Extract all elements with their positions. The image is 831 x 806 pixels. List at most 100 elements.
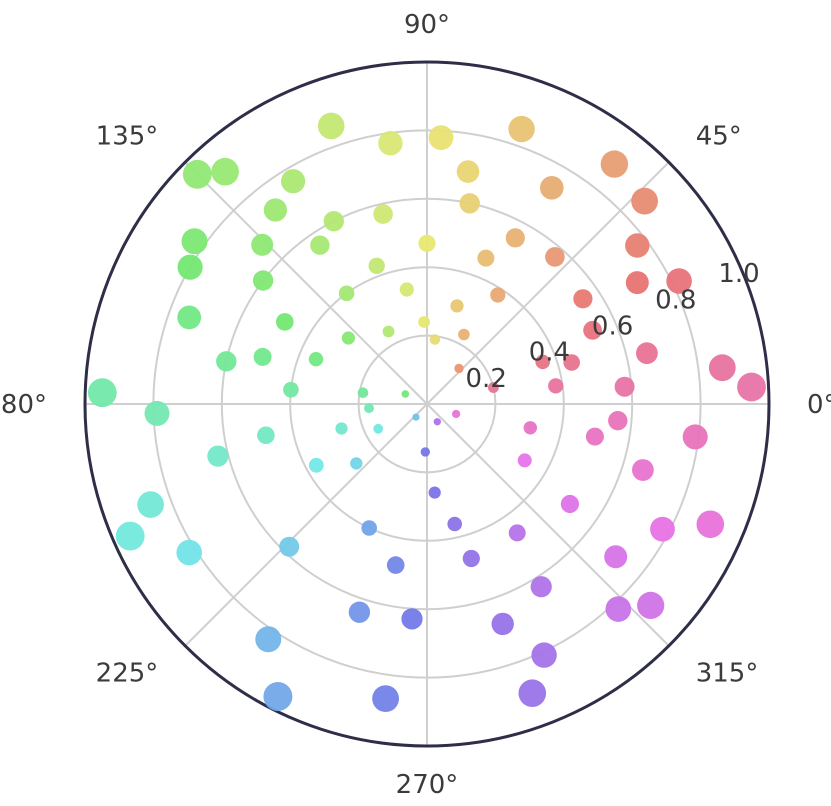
data-point [563,354,580,371]
data-point [531,642,557,668]
data-point [682,424,708,450]
polar-grid [83,60,771,748]
data-point [137,491,164,518]
data-point [447,516,463,532]
data-point [614,376,635,397]
data-point [428,125,454,150]
data-point [517,453,532,468]
data-point [412,413,420,421]
data-point [263,682,293,711]
data-point [207,445,229,467]
data-point [632,459,654,481]
data-point [382,325,395,338]
data-point [508,115,535,143]
radial-tick-label: 1.0 [718,259,759,289]
data-point [458,328,470,341]
data-point [608,411,628,431]
data-point [605,596,632,622]
data-point [696,510,725,539]
data-point [454,363,464,374]
data-point [490,287,506,303]
data-point [650,516,675,542]
data-point [540,176,564,200]
data-point [378,131,403,156]
data-point [477,249,495,267]
data-point [573,289,593,309]
theta-tick-label: 315° [696,659,759,689]
angular-gridline-315 [426,403,670,647]
theta-tick-label: 0° [807,390,831,420]
data-point [177,305,202,330]
radial-tick-label: 0.2 [466,364,507,394]
data-point [252,270,274,291]
data-point [317,112,345,140]
data-point [462,549,480,568]
data-point [636,342,658,365]
data-point [255,626,282,653]
data-point [308,457,324,473]
data-point [585,427,604,446]
data-point [308,352,324,367]
data-point [263,198,287,222]
data-point [361,520,378,536]
data-point [144,400,170,426]
radial-tick-label: 0.8 [655,285,696,315]
data-point [373,423,384,434]
data-point [216,351,237,372]
angular-gridline-135 [184,161,428,405]
data-point [625,233,650,258]
data-points [87,112,766,712]
theta-tick-label: 135° [96,121,159,151]
data-point [335,422,348,435]
data-point [401,608,423,630]
data-point [323,211,344,232]
data-point [708,354,736,382]
data-point [399,282,414,297]
data-point [535,354,550,370]
angular-gridline-45 [426,161,670,405]
data-point [357,387,369,399]
theta-tick-label: 180° [0,390,47,420]
data-point [177,254,203,280]
data-point [87,378,117,408]
data-point [452,409,461,419]
theta-tick-label: 90° [404,10,450,40]
data-point [505,228,525,248]
data-point [310,235,330,255]
data-point [181,228,208,255]
data-point [276,313,294,331]
data-point [631,187,658,215]
data-point [560,494,580,514]
data-point [433,418,441,426]
theta-tick-label: 270° [396,770,459,800]
data-point [368,257,385,274]
data-point [450,299,464,313]
data-point [418,316,430,328]
data-point [429,334,441,345]
radial-tick-label: 0.6 [592,312,633,342]
theta-tick-label: 45° [696,121,742,151]
data-point [518,679,547,707]
polar-frame [83,60,771,748]
data-point [350,457,363,470]
data-point [373,204,393,224]
data-point [545,247,565,267]
data-point [257,426,275,445]
data-point [281,169,306,194]
data-point [737,372,766,402]
data-point [428,486,441,499]
data-point [600,150,629,178]
data-point [182,159,212,189]
data-point [530,576,552,598]
data-point [583,320,602,340]
data-point [459,193,480,214]
data-point [253,347,272,366]
data-point [372,685,399,712]
data-point [386,556,405,574]
data-point [176,539,202,566]
data-point [604,545,628,569]
data-point [456,160,480,183]
data-point [338,285,355,302]
data-point [283,381,299,398]
